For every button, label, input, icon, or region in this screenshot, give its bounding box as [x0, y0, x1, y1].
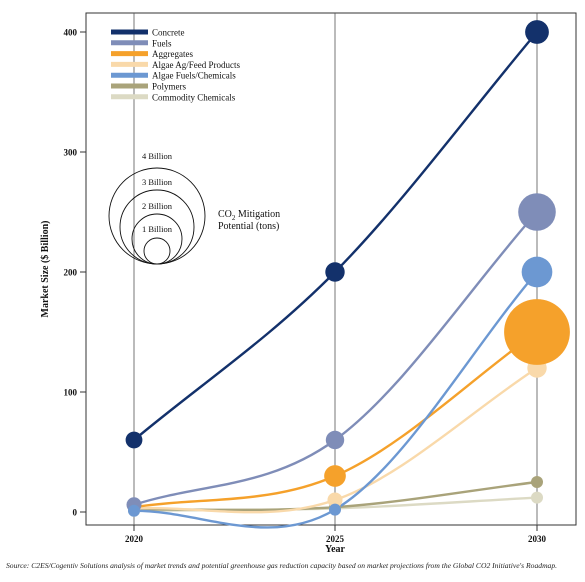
bubble-point: [128, 504, 140, 517]
size-legend-label: 3 Billion: [142, 177, 173, 187]
bubble-size-legend: CO2 Mitigation Potential (tons) 4 Billio…: [108, 151, 280, 265]
y-tick-label: 0: [73, 508, 78, 518]
size-legend-label: 2 Billion: [142, 201, 173, 211]
y-tick-label: 400: [64, 28, 78, 38]
bubble-point: [325, 262, 345, 282]
x-tick-label: 2025: [326, 534, 345, 544]
bubble-point: [531, 476, 543, 488]
bubble-point: [531, 491, 543, 504]
legend-label: Algae Fuels/Chemicals: [152, 71, 236, 81]
size-legend-title: CO2 Mitigation: [218, 209, 280, 222]
bubble-point: [504, 299, 570, 365]
y-tick-label: 300: [64, 148, 78, 158]
y-axis-label: Market Size ($ Billion): [40, 221, 51, 318]
legend-label: Commodity Chemicals: [152, 92, 236, 102]
size-legend-circle: [131, 213, 183, 265]
size-legend-label: 1 Billion: [142, 224, 173, 234]
y-tick-label: 200: [64, 268, 78, 278]
series-bubbles: [125, 20, 570, 517]
source-note: Source: C2ES/Cogentiv Solutions analysis…: [6, 561, 558, 570]
bubble-point: [521, 256, 553, 288]
size-legend-label: 4 Billion: [142, 151, 173, 161]
series-line: [133, 211, 538, 506]
x-tick-label: 2020: [125, 534, 144, 544]
x-axis-label: Year: [325, 544, 346, 555]
bubble-point: [325, 430, 345, 450]
bubble-point: [324, 465, 346, 487]
bubble-point: [518, 193, 556, 231]
size-legend-title-line2: Potential (tons): [218, 221, 279, 232]
legend-label: Aggregates: [152, 49, 193, 59]
legend-label: Algae Ag/Feed Products: [152, 60, 240, 70]
legend-label: Fuels: [152, 38, 172, 48]
axis-ticks: 2020 2025 2030 0 100 200 300 400: [64, 28, 547, 545]
plot-area: [85, 12, 577, 526]
legend-label: Polymers: [152, 82, 186, 92]
bubble-point: [327, 492, 343, 508]
legend-label: Concrete: [152, 28, 184, 38]
size-legend-circle: [143, 237, 171, 265]
bubble-point: [525, 20, 549, 44]
bubble-point: [125, 431, 143, 449]
y-tick-label: 100: [64, 388, 78, 398]
x-tick-label: 2030: [528, 534, 547, 544]
bubble-point: [329, 503, 341, 516]
